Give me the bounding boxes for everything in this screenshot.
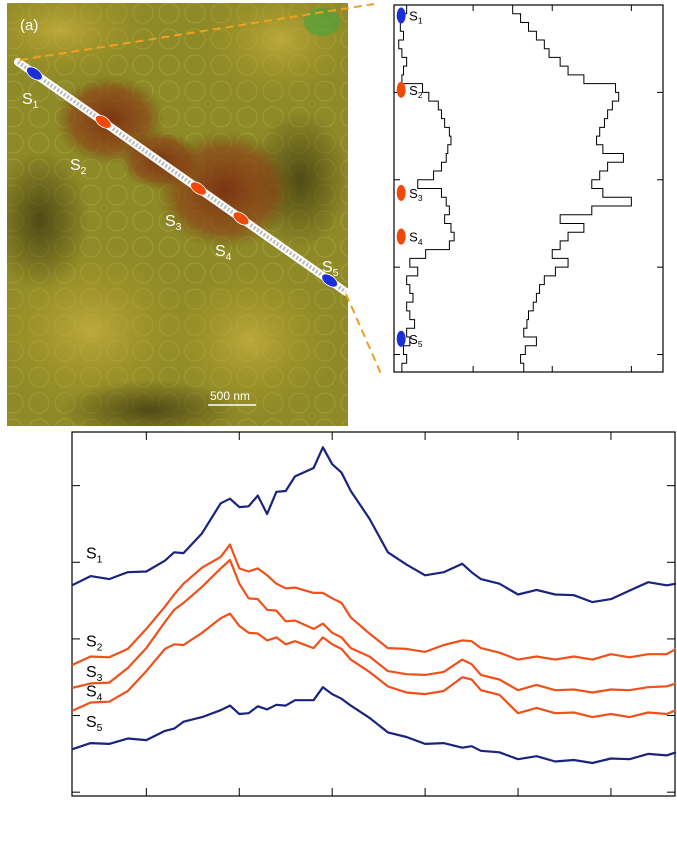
image-marker-4 (232, 211, 250, 226)
panel-b-marker-label-1: S1 (409, 8, 423, 25)
panel-b-marker-label-4: S4 (409, 230, 423, 247)
panel-b: S1 S2 S3 S4 S5 (393, 4, 664, 373)
guide-line-top (19, 3, 375, 61)
panel-b-marker-5 (396, 330, 406, 347)
panel-c-frame (71, 431, 676, 797)
image-site-labels: S1 S2 S3 S4 S5 (22, 91, 339, 279)
panel-c-series-3 (71, 558, 677, 694)
panel-c-series-label-3: S3 (86, 664, 103, 684)
panel-b-marker-1 (396, 7, 406, 24)
image-site-markers (26, 66, 338, 288)
panel-c-series-1 (71, 446, 677, 604)
panel-b-marker-2 (396, 81, 406, 98)
panel-b-marker-label-2: S2 (409, 83, 423, 100)
panel-c-series-5 (71, 686, 677, 765)
panel-c-series-label-5: S5 (86, 714, 103, 734)
panel-b-marker-label-3: S3 (409, 186, 423, 203)
panel-a-image (7, 3, 348, 426)
panel-a-label: (a) (20, 17, 38, 34)
image-label-s3: S3 (165, 213, 182, 233)
image-label-s4: S4 (215, 243, 232, 263)
image-label-s5: S5 (322, 259, 339, 279)
image-marker-3 (190, 181, 207, 196)
panel-c-series-label-1: S1 (86, 545, 103, 565)
image-label-s1: S1 (22, 91, 39, 111)
scan-line (14, 58, 350, 296)
scale-bar: 500 nm (208, 389, 256, 406)
panel-b-marker-4 (396, 228, 406, 245)
image-marker-1 (26, 66, 43, 81)
panel-c-series-2 (71, 543, 677, 667)
panel-c-series-4 (71, 612, 677, 719)
image-marker-2 (94, 114, 112, 129)
image-label-s2: S2 (70, 157, 87, 177)
panel-b-marker-label-5: S5 (409, 332, 423, 349)
panel-b-marker-3 (396, 184, 406, 201)
guide-line-bottom (345, 293, 383, 377)
panel-b-frame (393, 4, 664, 373)
image-marker-5 (321, 273, 338, 288)
panel-c-series-label-4: S4 (86, 683, 103, 703)
panel-b-series-1 (398, 5, 455, 373)
scale-bar-label: 500 nm (210, 389, 250, 403)
panel-b-series-2 (512, 5, 632, 373)
panel-c-series-label-2: S2 (86, 634, 103, 654)
